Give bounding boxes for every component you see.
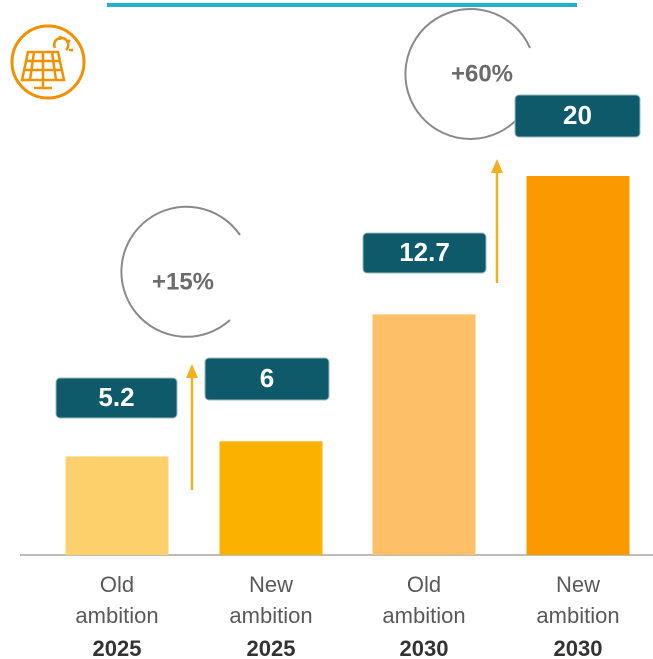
arrow: [186, 159, 503, 490]
year-label: 2030: [399, 636, 449, 659]
category-label: Old ambition: [75, 572, 159, 628]
annotation: +15%: [152, 268, 214, 295]
value-label-box: [204, 357, 330, 401]
category-label: Old ambition: [382, 572, 466, 628]
value-label-box: [362, 232, 487, 274]
annotation-circle: [120, 205, 241, 338]
category-label: New ambition: [536, 572, 620, 628]
year-label: 2025: [92, 636, 142, 659]
category-label: New ambition: [229, 572, 313, 628]
solar-icon: [10, 24, 86, 100]
value-label: 12.7: [399, 237, 450, 267]
bar: [526, 176, 630, 555]
year-label: 2025: [246, 636, 296, 659]
value-label: 6: [260, 363, 274, 393]
value-label-box: [514, 94, 641, 138]
value-label: 20: [563, 100, 592, 130]
annotation-circle: [404, 8, 531, 140]
annotation: +60%: [451, 60, 513, 87]
bar: [65, 456, 169, 555]
bar: [219, 441, 323, 555]
year-label: 2030: [553, 636, 603, 659]
value-label: 5.2: [98, 382, 134, 412]
value-label-box: [55, 377, 178, 419]
bar: [372, 314, 476, 555]
